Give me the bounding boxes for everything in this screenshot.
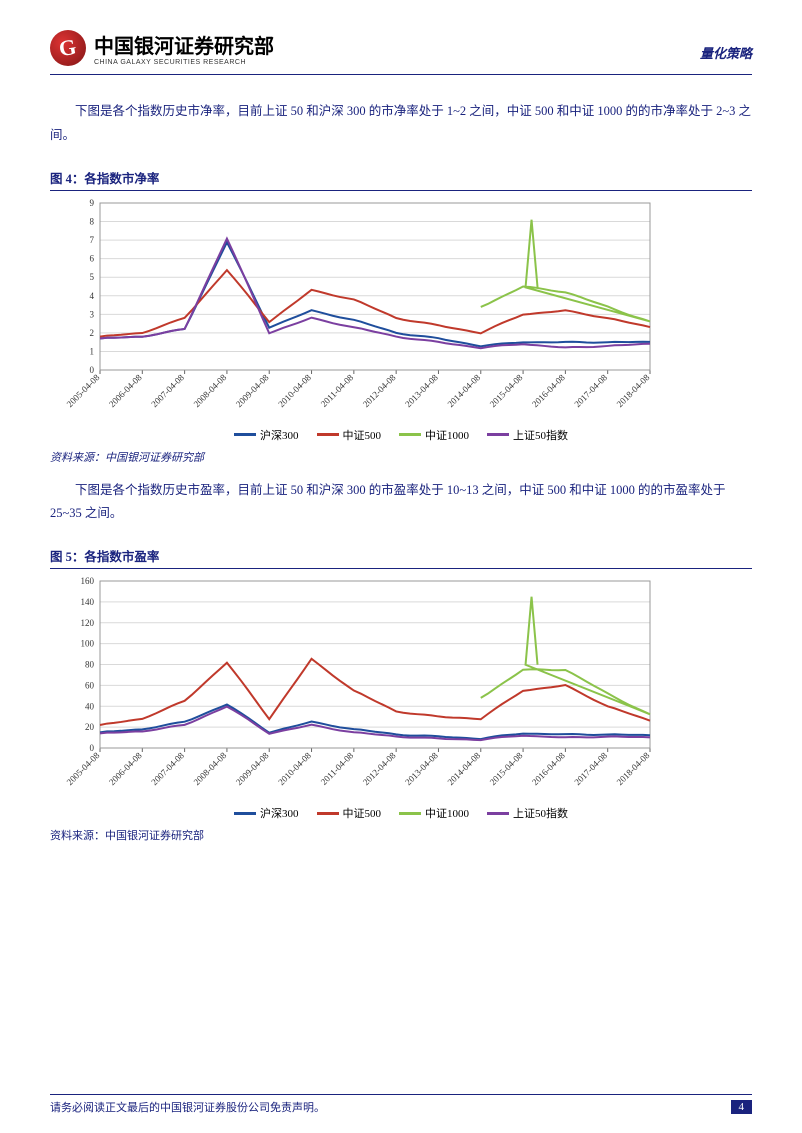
- legend-label: 中证500: [343, 427, 382, 443]
- footer-rule: [50, 1094, 752, 1095]
- svg-text:40: 40: [85, 701, 95, 711]
- svg-text:2011-04-08: 2011-04-08: [319, 371, 356, 408]
- svg-text:2018-04-08: 2018-04-08: [615, 371, 652, 408]
- fig5-chart: 0204060801001201401602005-04-082006-04-0…: [60, 573, 660, 803]
- svg-text:2014-04-08: 2014-04-08: [445, 750, 482, 787]
- svg-text:2012-04-08: 2012-04-08: [361, 750, 398, 787]
- legend-item: 中证500: [317, 805, 382, 821]
- svg-text:100: 100: [81, 639, 95, 649]
- svg-text:3: 3: [90, 309, 95, 319]
- fig5-svg: 0204060801001201401602005-04-082006-04-0…: [60, 573, 660, 803]
- disclaimer: 请务必阅读正文最后的中国银河证券股份公司免责声明。: [50, 1099, 325, 1115]
- svg-text:2010-04-08: 2010-04-08: [276, 750, 313, 787]
- svg-text:20: 20: [85, 722, 95, 732]
- logo-block: G 中国银河证券研究部 CHINA GALAXY SECURITIES RESE…: [50, 30, 274, 66]
- legend-label: 上证50指数: [513, 805, 568, 821]
- svg-text:2016-04-08: 2016-04-08: [530, 750, 567, 787]
- svg-text:60: 60: [85, 680, 95, 690]
- legend-label: 中证1000: [425, 805, 469, 821]
- svg-text:2014-04-08: 2014-04-08: [445, 371, 482, 408]
- svg-text:2016-04-08: 2016-04-08: [530, 371, 567, 408]
- svg-text:2017-04-08: 2017-04-08: [572, 371, 609, 408]
- svg-text:2: 2: [90, 327, 95, 337]
- legend-item: 上证50指数: [487, 805, 568, 821]
- fig5-legend: 沪深300 中证500 中证1000 上证50指数: [50, 805, 752, 821]
- legend-swatch: [487, 812, 509, 815]
- svg-text:120: 120: [81, 618, 95, 628]
- logo-icon: G: [50, 30, 86, 66]
- fig4-legend: 沪深300 中证500 中证1000 上证50指数: [50, 427, 752, 443]
- fig5-title: 图 5：各指数市盈率: [50, 546, 752, 565]
- logo-en: CHINA GALAXY SECURITIES RESEARCH: [94, 59, 274, 66]
- svg-text:80: 80: [85, 660, 95, 670]
- svg-text:2015-04-08: 2015-04-08: [488, 371, 525, 408]
- svg-text:6: 6: [90, 253, 95, 263]
- svg-text:160: 160: [81, 576, 95, 586]
- page-number: 4: [731, 1100, 753, 1114]
- fig4-rule: [50, 190, 752, 191]
- logo-text: 中国银河证券研究部 CHINA GALAXY SECURITIES RESEAR…: [94, 30, 274, 66]
- legend-swatch: [317, 433, 339, 436]
- svg-text:2012-04-08: 2012-04-08: [361, 371, 398, 408]
- fig5-source: 资料来源：中国银河证券研究部: [50, 827, 752, 843]
- svg-text:140: 140: [81, 597, 95, 607]
- legend-item: 中证1000: [399, 805, 469, 821]
- svg-text:2013-04-08: 2013-04-08: [403, 371, 440, 408]
- svg-text:2010-04-08: 2010-04-08: [276, 371, 313, 408]
- svg-text:2015-04-08: 2015-04-08: [488, 750, 525, 787]
- fig4-title: 图 4：各指数市净率: [50, 168, 752, 187]
- svg-text:2018-04-08: 2018-04-08: [615, 750, 652, 787]
- legend-swatch: [234, 433, 256, 436]
- svg-text:2011-04-08: 2011-04-08: [319, 750, 356, 787]
- svg-text:7: 7: [90, 235, 95, 245]
- svg-text:2006-04-08: 2006-04-08: [107, 371, 144, 408]
- page-header: G 中国银河证券研究部 CHINA GALAXY SECURITIES RESE…: [50, 30, 752, 66]
- svg-text:8: 8: [90, 216, 95, 226]
- legend-label: 中证1000: [425, 427, 469, 443]
- legend-label: 中证500: [343, 805, 382, 821]
- fig4-chart: 01234567892005-04-082006-04-082007-04-08…: [60, 195, 660, 425]
- legend-item: 中证1000: [399, 427, 469, 443]
- legend-swatch: [487, 433, 509, 436]
- legend-item: 沪深300: [234, 427, 299, 443]
- legend-item: 中证500: [317, 427, 382, 443]
- svg-text:5: 5: [90, 272, 95, 282]
- svg-text:2005-04-08: 2005-04-08: [65, 371, 102, 408]
- paragraph-1: 下图是各个指数历史市净率，目前上证 50 和沪深 300 的市净率处于 1~2 …: [50, 100, 752, 148]
- svg-text:1: 1: [90, 346, 95, 356]
- paragraph-2: 下图是各个指数历史市盈率，目前上证 50 和沪深 300 的市盈率处于 10~1…: [50, 479, 752, 527]
- svg-text:2008-04-08: 2008-04-08: [192, 371, 229, 408]
- legend-label: 沪深300: [260, 805, 299, 821]
- svg-text:2009-04-08: 2009-04-08: [234, 371, 271, 408]
- legend-swatch: [399, 433, 421, 436]
- legend-item: 上证50指数: [487, 427, 568, 443]
- svg-text:2007-04-08: 2007-04-08: [149, 750, 186, 787]
- logo-cn: 中国银河证券研究部: [94, 30, 274, 59]
- svg-text:4: 4: [90, 290, 95, 300]
- svg-text:2013-04-08: 2013-04-08: [403, 750, 440, 787]
- strategy-label: 量化策略: [700, 43, 752, 66]
- legend-swatch: [399, 812, 421, 815]
- fig4-source: 资料来源：中国银河证券研究部: [50, 449, 752, 465]
- svg-text:2009-04-08: 2009-04-08: [234, 750, 271, 787]
- svg-text:2006-04-08: 2006-04-08: [107, 750, 144, 787]
- header-rule: [50, 74, 752, 75]
- legend-swatch: [317, 812, 339, 815]
- legend-label: 沪深300: [260, 427, 299, 443]
- svg-text:2008-04-08: 2008-04-08: [192, 750, 229, 787]
- legend-item: 沪深300: [234, 805, 299, 821]
- fig4-svg: 01234567892005-04-082006-04-082007-04-08…: [60, 195, 660, 425]
- legend-label: 上证50指数: [513, 427, 568, 443]
- page-footer: 请务必阅读正文最后的中国银河证券股份公司免责声明。 4: [50, 1094, 752, 1115]
- fig5-rule: [50, 568, 752, 569]
- svg-text:9: 9: [90, 198, 95, 208]
- svg-text:2017-04-08: 2017-04-08: [572, 750, 609, 787]
- svg-text:2007-04-08: 2007-04-08: [149, 371, 186, 408]
- svg-text:2005-04-08: 2005-04-08: [65, 750, 102, 787]
- legend-swatch: [234, 812, 256, 815]
